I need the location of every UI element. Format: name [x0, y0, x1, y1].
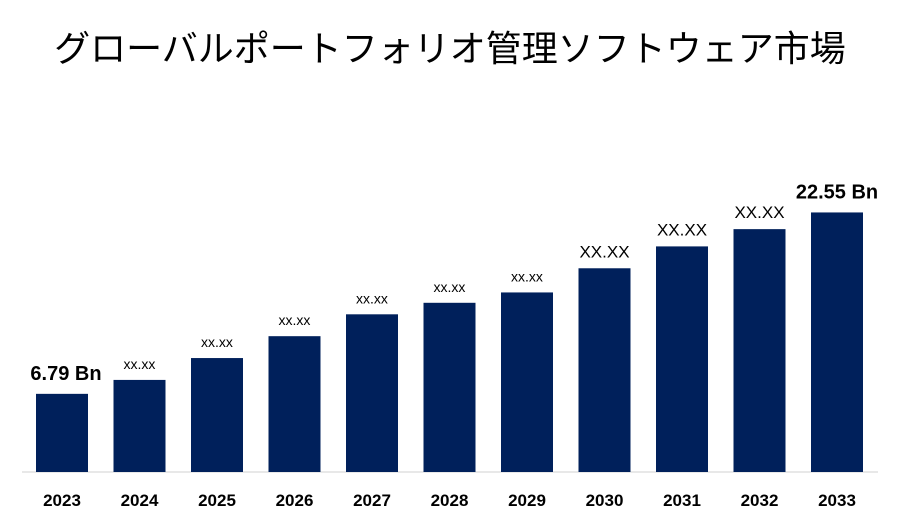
data-label-2027: xx.xx	[356, 290, 388, 306]
data-label-2029: xx.xx	[511, 268, 543, 284]
x-tick-2027: 2027	[353, 491, 391, 510]
data-label-2028: xx.xx	[434, 279, 466, 295]
x-tick-2026: 2026	[276, 491, 314, 510]
bar-2028	[423, 302, 476, 472]
x-tick-2024: 2024	[121, 491, 159, 510]
data-label-2024: xx.xx	[124, 356, 156, 372]
x-tick-2025: 2025	[198, 491, 236, 510]
x-tick-2033: 2033	[818, 491, 856, 510]
x-tick-2030: 2030	[586, 491, 624, 510]
bar-2029	[501, 292, 553, 472]
data-label-2030: XX.XX	[579, 242, 629, 261]
data-label-2025: xx.xx	[201, 334, 233, 350]
chart-title: グローバルポートフォリオ管理ソフトウェア市場	[54, 29, 846, 70]
data-label-2031: XX.XX	[657, 220, 707, 239]
bar-2030	[578, 268, 631, 472]
bar-2033	[811, 212, 863, 473]
bar-2032	[733, 229, 786, 472]
x-tick-2028: 2028	[431, 491, 469, 510]
data-label-2023: 6.79 Bn	[30, 363, 101, 385]
data-label-2033: 22.55 Bn	[796, 181, 878, 203]
bar-2027	[346, 314, 398, 472]
x-tick-2031: 2031	[663, 491, 701, 510]
bar-2025	[191, 358, 243, 472]
x-tick-2029: 2029	[508, 491, 546, 510]
data-label-2026: xx.xx	[279, 312, 311, 328]
x-tick-2032: 2032	[741, 491, 779, 510]
bar-2031	[656, 246, 708, 472]
data-label-2032: XX.XX	[734, 203, 784, 222]
bar-2026	[268, 336, 321, 472]
bar-2023	[36, 393, 88, 472]
x-tick-2023: 2023	[43, 491, 81, 510]
bar-2024	[113, 379, 166, 472]
